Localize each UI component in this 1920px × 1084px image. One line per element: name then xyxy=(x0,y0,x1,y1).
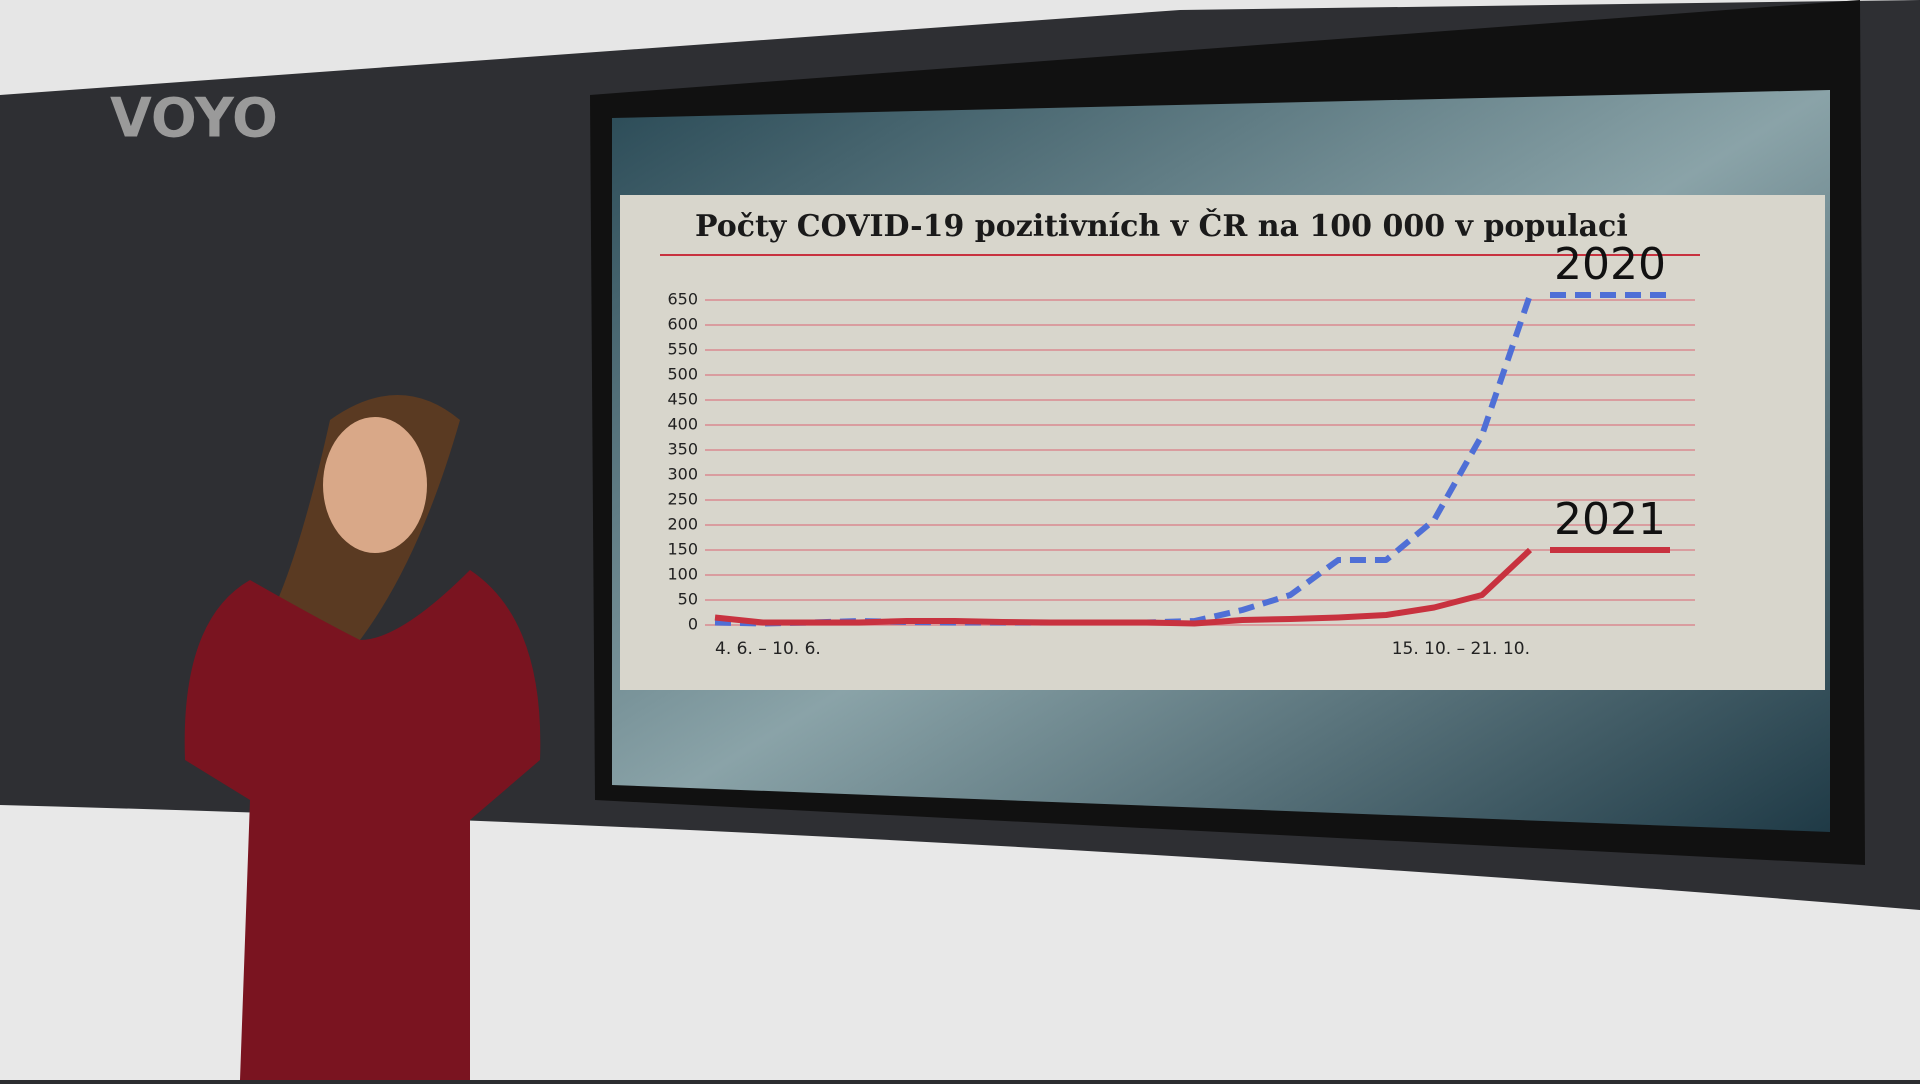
dress xyxy=(184,570,541,1080)
y-tick-label: 150 xyxy=(667,540,698,559)
chart-panel xyxy=(620,195,1825,690)
x-tick-label: 4. 6. – 10. 6. xyxy=(715,639,821,659)
floor xyxy=(0,805,1920,1080)
y-tick-label: 50 xyxy=(678,590,698,609)
face xyxy=(323,417,427,553)
y-tick-label: 200 xyxy=(667,515,698,534)
y-tick-label: 350 xyxy=(667,440,698,459)
y-tick-label: 600 xyxy=(667,315,698,334)
y-tick-label: 100 xyxy=(667,565,698,584)
presenter xyxy=(184,395,541,1080)
legend-label: 2020 xyxy=(1554,239,1666,290)
y-tick-label: 300 xyxy=(667,465,698,484)
y-tick-label: 250 xyxy=(667,490,698,509)
y-tick-label: 0 xyxy=(688,615,698,634)
logo: VOYO xyxy=(110,87,278,150)
x-tick-label: 15. 10. – 21. 10. xyxy=(1392,639,1530,659)
y-tick-label: 550 xyxy=(667,340,698,359)
y-tick-label: 400 xyxy=(667,415,698,434)
y-tick-label: 500 xyxy=(667,365,698,384)
ceiling-light xyxy=(0,0,1920,95)
y-tick-label: 650 xyxy=(667,290,698,309)
chart-title: Počty COVID-19 pozitivních v ČR na 100 0… xyxy=(695,208,1628,244)
series-line xyxy=(714,547,1533,627)
legend-label: 2021 xyxy=(1554,494,1666,545)
y-tick-label: 450 xyxy=(667,390,698,409)
